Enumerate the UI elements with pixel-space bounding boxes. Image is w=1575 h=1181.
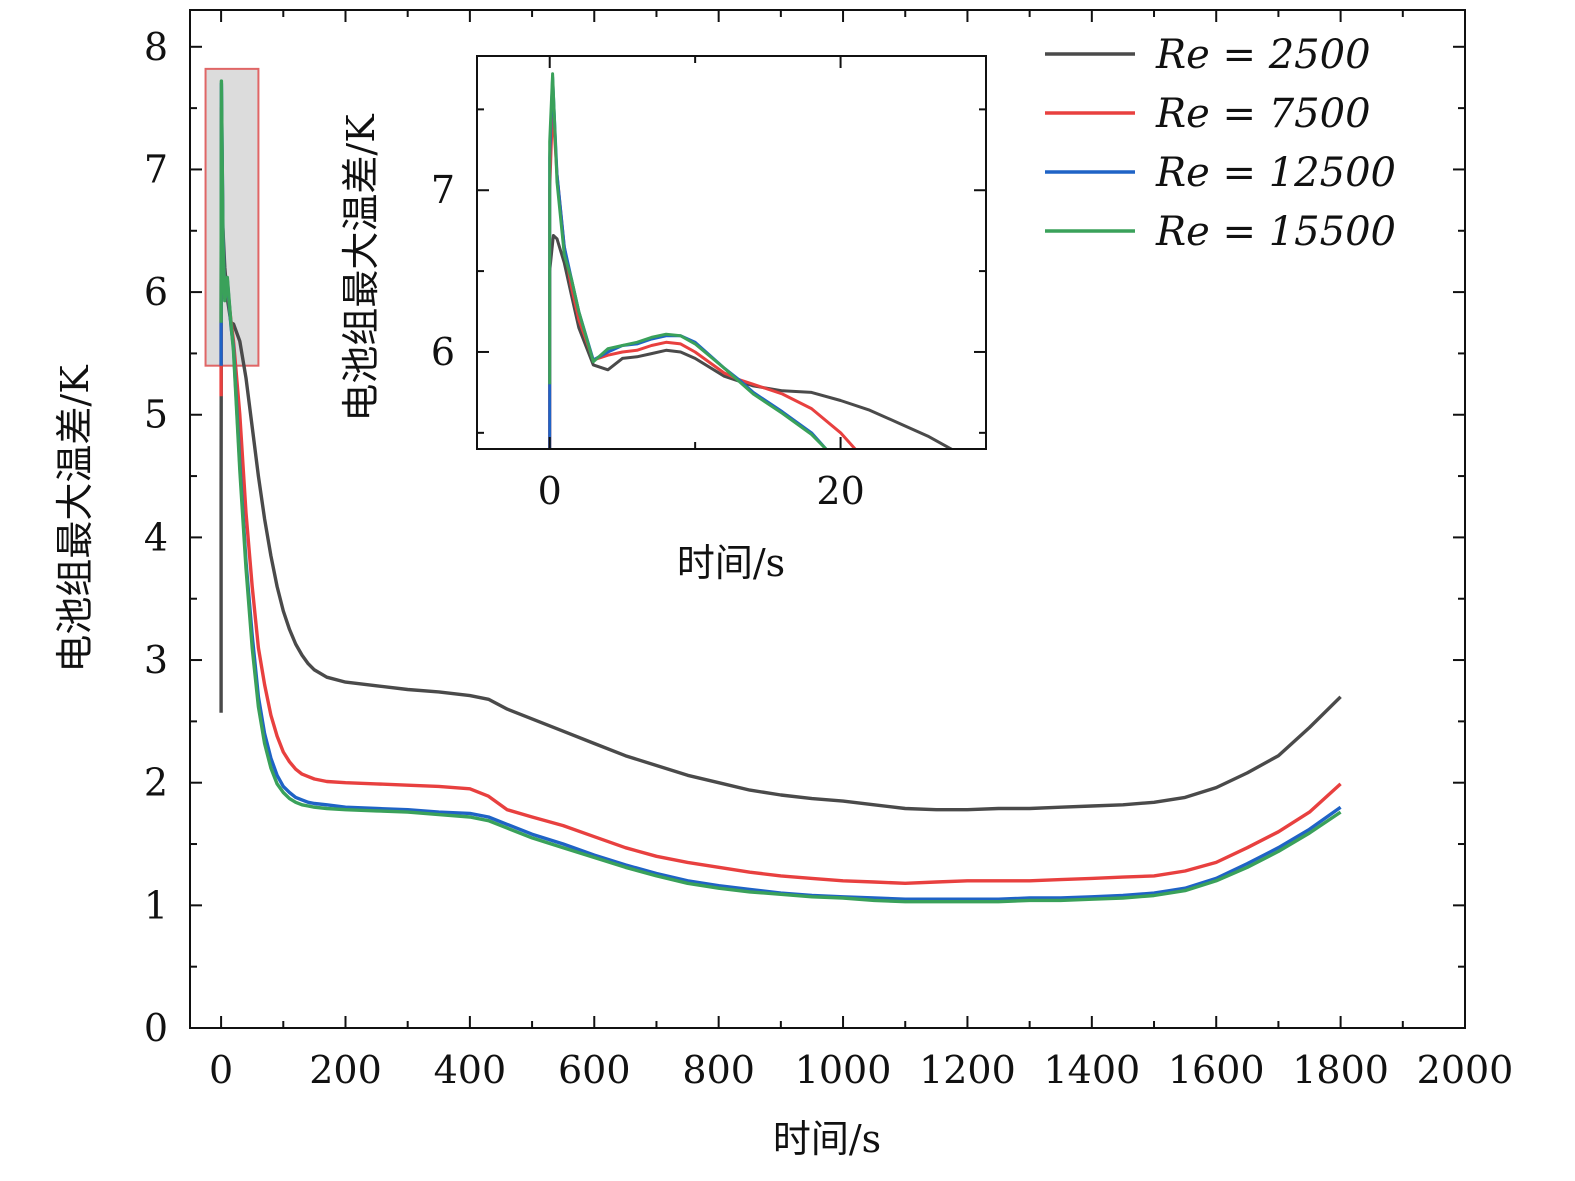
inset-plot-frame: [476, 55, 987, 450]
legend-label-re-2500: Re = 2500: [1155, 32, 1371, 78]
main-x-tick-label: 1200: [919, 1048, 1016, 1092]
main-x-tick-label: 800: [682, 1048, 755, 1092]
main-x-tick-label: 2000: [1417, 1048, 1514, 1092]
main-y-tick-label: 3: [144, 638, 168, 682]
main-y-tick-label: 5: [144, 393, 168, 437]
inset-line-re-15500: [548, 72, 828, 449]
main-x-tick-label: 1000: [795, 1048, 892, 1092]
main-x-tick-label: 1800: [1292, 1048, 1389, 1092]
main-y-tick-label: 2: [144, 761, 168, 805]
main-x-tick-label: 400: [434, 1048, 507, 1092]
main-x-tick-label: 1400: [1043, 1048, 1140, 1092]
main-x-axis: 0 200 400 600 800 1000 1200 1400 1600 1800 2000: [209, 10, 1513, 1092]
inset-y-tick-label: 6: [431, 330, 455, 374]
main-x-tick-label: 200: [309, 1048, 382, 1092]
main-series-lines: [219, 79, 1342, 904]
main-x-tick-label: 0: [209, 1048, 233, 1092]
main-x-axis-label: 时间/s: [773, 1117, 881, 1161]
legend: Re = 2500 Re = 7500 Re = 12500 Re = 15500: [1045, 32, 1396, 255]
main-y-axis-label: 电池组最大温差/K: [53, 365, 97, 673]
main-line-re-7500: [219, 106, 1342, 885]
legend-label-re-7500: Re = 7500: [1155, 91, 1371, 137]
main-y-tick-label: 8: [144, 25, 168, 69]
inset-chart: 0 20 67 时间/s 电池组最大温差/K: [339, 55, 987, 585]
main-y-tick-label: 0: [144, 1006, 168, 1050]
inset-line-re-2500: [548, 234, 955, 449]
inset-y-axis: 67: [431, 108, 986, 434]
main-plot-frame: [189, 9, 1466, 1029]
inset-x-axis-label: 时间/s: [677, 541, 785, 585]
main-line-re-2500: [219, 202, 1342, 812]
main-chart: 0 200 400 600 800 1000 1200 1400 1600 1800 2000 01…: [53, 9, 1513, 1161]
inset-x-tick-label: 0: [538, 469, 562, 513]
inset-y-tick-label: 7: [431, 168, 455, 212]
main-y-tick-label: 1: [144, 883, 168, 927]
main-x-tick-label: 600: [558, 1048, 631, 1092]
inset-y-axis-label: 电池组最大温差/K: [339, 114, 383, 422]
inset-x-tick-label: 20: [816, 469, 864, 513]
main-y-tick-label: 4: [144, 515, 168, 559]
inset-series-lines: [548, 72, 955, 449]
legend-label-re-15500: Re = 15500: [1155, 209, 1396, 255]
inset-x-axis: 0 20: [538, 56, 865, 513]
legend-label-re-12500: Re = 12500: [1155, 150, 1396, 196]
main-line-re-15500: [219, 79, 1342, 904]
main-y-tick-label: 7: [144, 147, 168, 191]
main-x-tick-label: 1600: [1168, 1048, 1265, 1092]
main-y-tick-label: 6: [144, 270, 168, 314]
